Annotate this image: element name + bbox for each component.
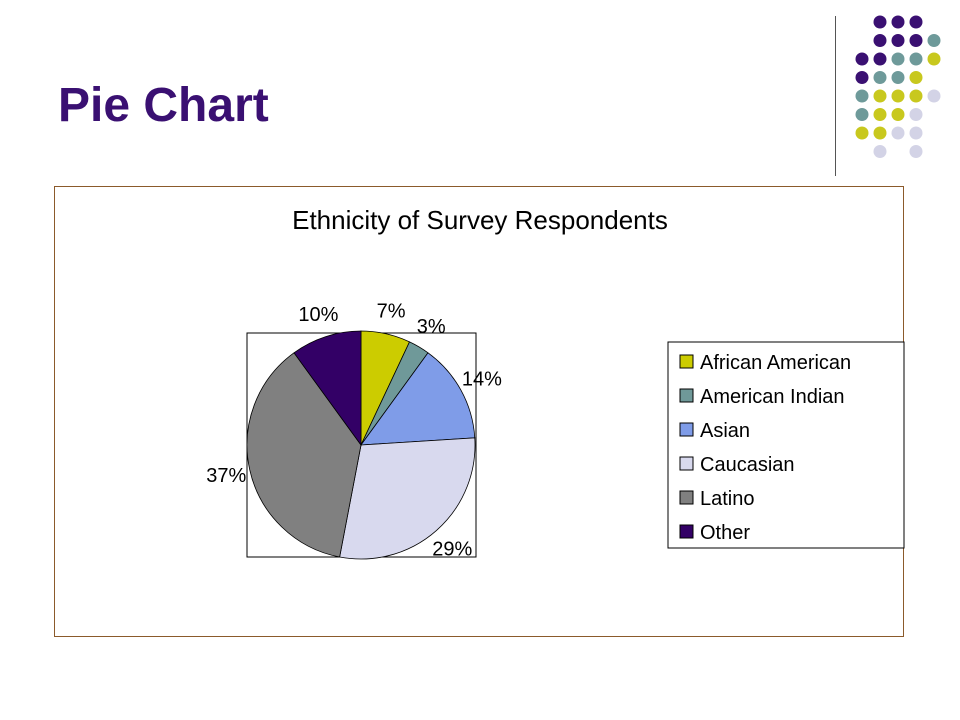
decor-dot — [927, 52, 941, 66]
legend-label: Caucasian — [700, 454, 795, 476]
decor-dot — [855, 71, 869, 84]
legend-box — [667, 341, 905, 549]
decorative-dot-grid — [855, 15, 941, 158]
decor-dot — [855, 52, 869, 66]
decor-dot — [873, 108, 887, 121]
legend-label: Other — [700, 522, 750, 544]
decor-dot — [873, 15, 887, 29]
slide-title: Pie Chart — [58, 79, 269, 132]
decor-dot — [873, 52, 887, 66]
legend-swatch — [679, 490, 694, 505]
decor-dot — [855, 89, 869, 103]
pie-slice — [339, 437, 476, 560]
legend-label: African American — [700, 352, 851, 374]
legend-swatch — [679, 388, 694, 403]
decor-dot — [909, 71, 923, 84]
chart-frame: Ethnicity of Survey Respondents 7% 3% 14% 2… — [54, 186, 905, 637]
decor-dot — [909, 145, 923, 158]
legend: African American American Indian Asian Cauc… — [667, 341, 905, 549]
slice-label: 3% — [417, 316, 446, 338]
decor-dot — [891, 34, 905, 47]
decor-dot — [891, 89, 905, 103]
decor-dot — [909, 15, 923, 29]
pie-slice — [360, 352, 476, 446]
slice-label: 37% — [206, 465, 246, 487]
decor-dot — [927, 89, 941, 103]
decor-dot — [927, 34, 941, 47]
decor-dot — [873, 89, 887, 103]
slice-labels: 7% 3% 14% 29% 37% 10% — [206, 300, 502, 560]
decor-dot — [909, 108, 923, 121]
legend-label: Asian — [700, 420, 750, 442]
decor-dot — [909, 126, 923, 140]
decor-dot — [855, 108, 869, 121]
legend-label: American Indian — [700, 386, 845, 408]
pie-slice — [293, 330, 362, 447]
slice-label: 14% — [462, 369, 502, 391]
decor-dot — [891, 71, 905, 84]
decor-dot — [909, 52, 923, 66]
legend-items: African American American Indian Asian Cauc… — [679, 352, 851, 544]
decor-dot — [891, 108, 905, 121]
decor-dot — [855, 126, 869, 140]
pie-slices — [246, 330, 476, 560]
pie-chart: Ethnicity of Survey Respondents 7% 3% 14% 2… — [206, 205, 905, 561]
legend-swatch — [679, 354, 694, 369]
decor-dot — [891, 15, 905, 29]
decor-dot — [909, 89, 923, 103]
legend-swatch — [679, 456, 694, 471]
decor-dot — [891, 126, 905, 140]
decor-dot — [873, 145, 887, 158]
decor-dot — [873, 34, 887, 47]
decor-dot — [909, 34, 923, 47]
legend-swatch — [679, 422, 694, 437]
pie-slice — [246, 352, 362, 558]
chart-title: Ethnicity of Survey Respondents — [292, 205, 668, 235]
decorative-divider — [835, 16, 836, 176]
slice-label: 10% — [298, 304, 338, 326]
decor-dot — [873, 71, 887, 84]
legend-label: Latino — [700, 488, 755, 510]
legend-swatch — [679, 524, 694, 539]
slice-label: 29% — [432, 539, 472, 561]
decor-dot — [891, 52, 905, 66]
slice-label: 7% — [377, 300, 406, 322]
decor-dot — [873, 126, 887, 140]
